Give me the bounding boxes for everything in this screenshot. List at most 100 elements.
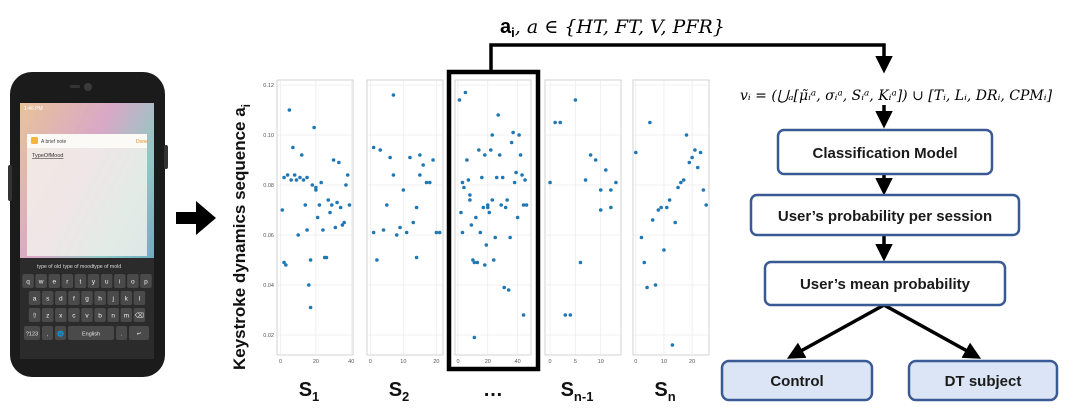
scatter-panel-3: 0 20 40… — [454, 79, 532, 401]
data-point — [317, 203, 322, 207]
key-q[interactable] — [22, 274, 34, 288]
globe-icon[interactable] — [55, 326, 66, 340]
data-point — [520, 173, 524, 177]
data-point — [388, 155, 392, 160]
scatter-panel-2: 0 10 20 S2 — [366, 79, 444, 404]
data-point — [698, 150, 703, 155]
data-point — [299, 153, 304, 157]
data-point — [460, 180, 465, 185]
data-point — [371, 145, 376, 150]
key-p[interactable] — [140, 274, 152, 288]
svg-text:User’s mean probability: User’s mean probability — [800, 276, 971, 293]
key-space[interactable] — [68, 326, 114, 340]
data-point — [593, 158, 598, 162]
key-⇧[interactable] — [28, 308, 41, 322]
notification-done-button[interactable]: Done — [136, 139, 148, 145]
key-w[interactable] — [35, 274, 47, 288]
data-point — [308, 258, 313, 262]
data-point — [558, 120, 562, 125]
key-v[interactable] — [81, 308, 93, 322]
key-label: k — [125, 296, 129, 303]
key-l[interactable] — [133, 291, 146, 305]
data-point — [518, 153, 523, 157]
key-x[interactable] — [55, 308, 67, 322]
key-⌫[interactable] — [133, 308, 146, 322]
data-point — [524, 203, 529, 207]
key-label: , — [47, 332, 49, 338]
key-symbols[interactable] — [24, 326, 40, 340]
data-point — [568, 313, 573, 317]
key-h[interactable] — [94, 291, 106, 305]
data-point — [503, 205, 508, 210]
notification-bar — [27, 134, 147, 148]
scatter-panels: 0 20 40 0.12 0.10 0.08 0.06 0.04 0.02 S1 0 10 20 S2 0 2… — [263, 79, 710, 404]
data-point — [670, 343, 675, 347]
data-point — [679, 180, 683, 185]
data-point — [469, 223, 474, 227]
data-point — [301, 178, 306, 182]
suggestion-item[interactable]: type of mold — [93, 264, 121, 270]
arrow-to-dt-subject — [883, 303, 982, 359]
panel-label: … — [483, 379, 503, 401]
key-u[interactable] — [100, 274, 113, 288]
data-point — [282, 175, 286, 180]
key-label: ?123 — [26, 332, 38, 338]
key-label: y — [92, 279, 96, 286]
key-k[interactable] — [120, 291, 133, 305]
key-d[interactable] — [55, 291, 67, 305]
key-enter[interactable] — [129, 326, 149, 340]
key-label: r — [66, 279, 69, 286]
key-label: l — [139, 296, 141, 303]
data-point — [427, 180, 432, 185]
keyboard-keys: q w e r t y u i o p a s d f g h j k l ⇧ z x c v b n m ⌫ ?123, 🌐 Englis… — [22, 274, 152, 340]
key-g[interactable] — [81, 291, 93, 305]
key-label: ⌫ — [135, 312, 145, 320]
key-label: v — [85, 313, 89, 320]
key-f[interactable] — [68, 291, 80, 305]
data-point — [521, 313, 526, 317]
key-o[interactable] — [127, 274, 139, 288]
key-y[interactable] — [87, 274, 100, 288]
svg-text:Classification Model: Classification Model — [812, 145, 957, 162]
data-point — [578, 260, 583, 265]
data-point — [506, 288, 511, 292]
x-tick-label: 5 — [574, 359, 577, 365]
x-tick-label: 10 — [661, 359, 667, 365]
data-point — [463, 90, 468, 95]
data-point — [598, 188, 603, 192]
suggestion-item[interactable]: type of old — [37, 264, 61, 270]
key-m[interactable] — [120, 308, 133, 322]
key-b[interactable] — [94, 308, 106, 322]
suggestion-item[interactable]: type of mood — [63, 264, 93, 270]
key-comma[interactable] — [42, 326, 53, 340]
data-point — [437, 230, 442, 235]
data-point — [468, 198, 472, 202]
data-point — [583, 178, 588, 182]
data-point — [401, 188, 406, 192]
key-z[interactable] — [41, 308, 54, 322]
x-tick-label: 0 — [456, 359, 459, 365]
key-r[interactable] — [61, 274, 74, 288]
data-point — [459, 210, 463, 215]
key-j[interactable] — [107, 291, 119, 305]
data-point — [490, 198, 495, 202]
key-period[interactable] — [116, 326, 127, 340]
key-a[interactable] — [28, 291, 41, 305]
data-point — [312, 125, 316, 130]
key-n[interactable] — [107, 308, 119, 322]
key-s[interactable] — [41, 291, 54, 305]
data-point — [342, 220, 346, 225]
data-point — [598, 208, 603, 212]
data-point — [280, 208, 285, 212]
key-c[interactable] — [68, 308, 80, 322]
key-i[interactable] — [114, 274, 126, 288]
data-point — [485, 205, 490, 210]
key-e[interactable] — [48, 274, 61, 288]
camera-icon — [84, 83, 92, 91]
key-t[interactable] — [74, 274, 87, 288]
data-point — [314, 188, 318, 192]
data-point — [345, 173, 350, 177]
data-point — [475, 260, 480, 265]
data-point — [308, 305, 313, 310]
data-point — [514, 170, 518, 175]
